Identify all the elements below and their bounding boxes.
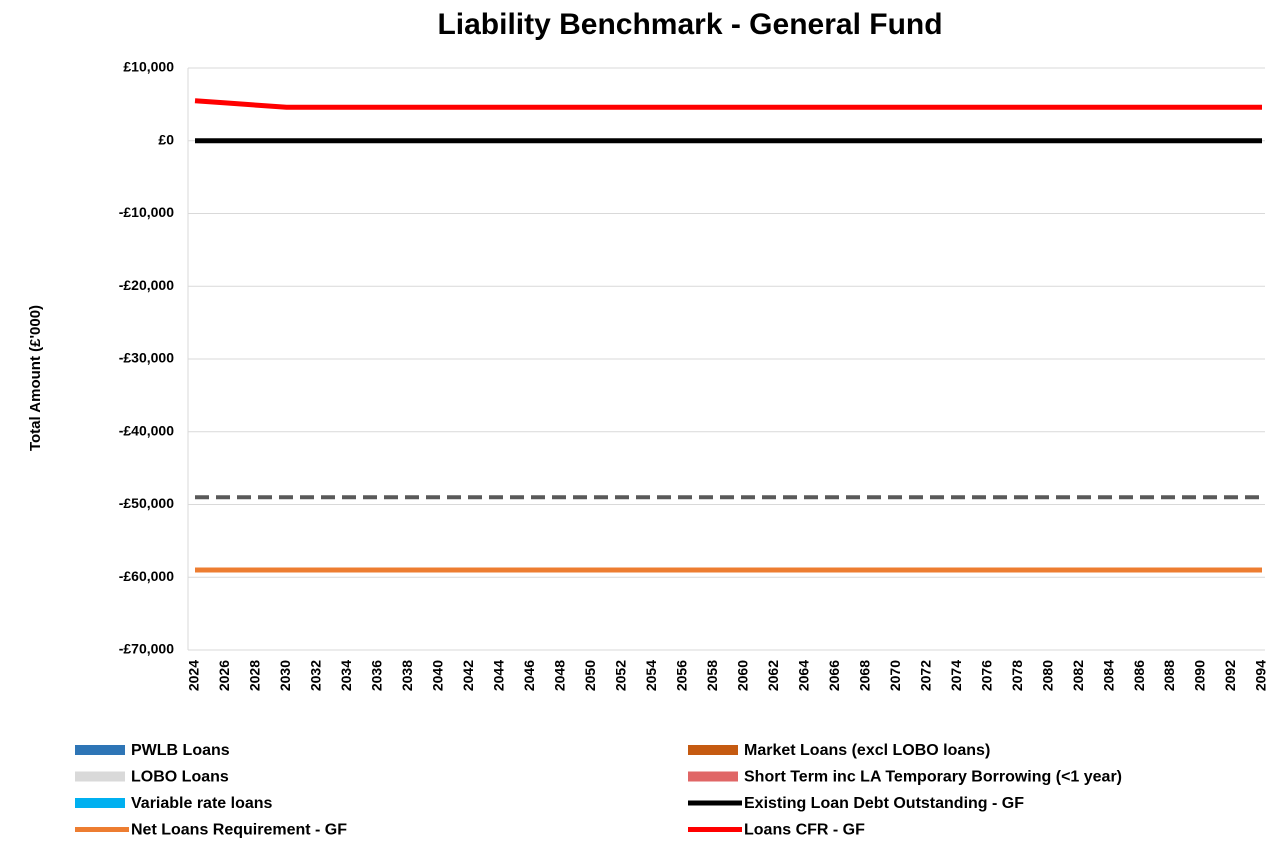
y-tick-label: -£70,000: [119, 641, 174, 657]
x-tick-label: 2094: [1253, 660, 1269, 691]
y-tick-label: £10,000: [123, 59, 174, 75]
x-tick-label: 2036: [369, 660, 385, 691]
x-tick-label: 2048: [552, 660, 568, 691]
chart-title: Liability Benchmark - General Fund: [437, 8, 942, 41]
x-tick-label: 2080: [1039, 660, 1055, 691]
legend-label: Market Loans (excl LOBO loans): [744, 742, 990, 759]
x-tick-label: 2074: [948, 660, 964, 691]
x-tick-label: 2066: [826, 660, 842, 691]
x-tick-label: 2078: [1009, 660, 1025, 691]
legend-label: Variable rate loans: [131, 795, 273, 812]
x-tick-label: 2032: [308, 660, 324, 691]
x-tick-label: 2068: [856, 660, 872, 691]
legend-swatch: [688, 771, 738, 782]
x-tick-label: 2090: [1192, 660, 1208, 691]
x-tick-label: 2058: [704, 660, 720, 691]
x-tick-label: 2092: [1222, 660, 1238, 691]
y-tick-label: -£10,000: [119, 204, 174, 220]
x-tick-label: 2030: [277, 660, 293, 691]
line: [194, 98, 1262, 110]
x-tick-label: 2034: [338, 660, 354, 691]
x-tick-label: 2038: [399, 660, 415, 691]
x-tick-label: 2028: [247, 660, 263, 691]
legend-label: LOBO Loans: [131, 769, 229, 786]
legend-swatch: [75, 798, 125, 808]
x-tick-label: 2044: [491, 660, 507, 691]
x-tick-label: 2070: [887, 660, 903, 691]
legend-label: Loans CFR - GF: [744, 822, 865, 839]
y-tick-label: -£50,000: [119, 495, 174, 511]
x-tick-label: 2062: [765, 660, 781, 691]
y-axis-title: Total Amount (£'000): [27, 305, 44, 451]
x-tick-label: 2024: [186, 660, 202, 691]
x-tick-label: 2086: [1131, 660, 1147, 691]
y-tick-label: -£20,000: [119, 277, 174, 293]
x-tick-label: 2056: [673, 660, 689, 691]
x-tick-label: 2054: [643, 660, 659, 691]
legend-label: Short Term inc LA Temporary Borrowing (<…: [744, 769, 1122, 786]
x-tick-label: 2026: [216, 660, 232, 691]
x-tick-label: 2084: [1100, 660, 1116, 691]
legend-swatch: [688, 745, 738, 755]
x-tick-label: 2050: [582, 660, 598, 691]
legend-swatch: [75, 745, 125, 755]
legend-label: Existing Loan Debt Outstanding - GF: [744, 795, 1024, 812]
x-tick-label: 2040: [430, 660, 446, 691]
legend-label: PWLB Loans: [131, 742, 230, 759]
y-tick-label: -£30,000: [119, 350, 174, 366]
x-tick-label: 2042: [460, 660, 476, 691]
x-tick-label: 2060: [734, 660, 750, 691]
x-tick-label: 2072: [917, 660, 933, 691]
x-tick-label: 2082: [1070, 660, 1086, 691]
x-tick-label: 2046: [521, 660, 537, 691]
x-tick-label: 2088: [1161, 660, 1177, 691]
legend-swatch: [75, 771, 125, 782]
y-tick-label: -£40,000: [119, 422, 174, 438]
y-tick-label: £0: [158, 131, 174, 147]
legend-label: Net Loans Requirement - GF: [131, 822, 347, 839]
x-tick-label: 2064: [795, 660, 811, 691]
x-tick-label: 2076: [978, 660, 994, 691]
y-tick-label: -£60,000: [119, 568, 174, 584]
x-tick-label: 2052: [613, 660, 629, 691]
